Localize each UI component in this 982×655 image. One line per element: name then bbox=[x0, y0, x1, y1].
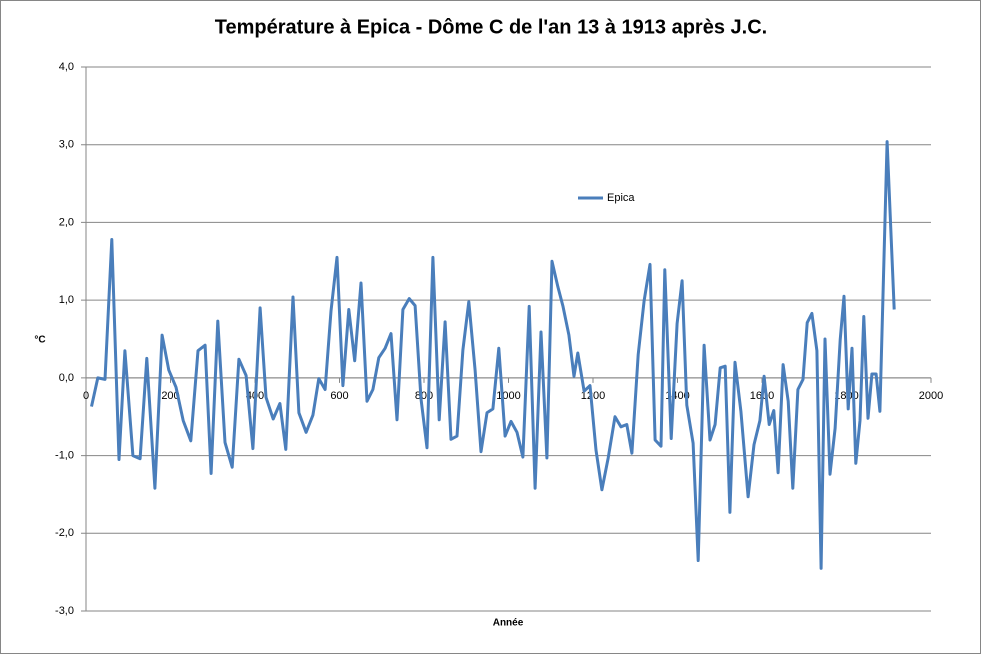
y-tick-label: -2,0 bbox=[55, 527, 74, 539]
y-tick-label: 0,0 bbox=[59, 372, 74, 384]
data-line bbox=[90, 140, 896, 570]
y-axis-label: °C bbox=[34, 335, 45, 346]
y-tick-label: -1,0 bbox=[55, 449, 74, 461]
legend-label: Epica bbox=[607, 192, 635, 204]
y-tick-label: -3,0 bbox=[55, 605, 74, 617]
x-tick-label: 2000 bbox=[919, 390, 943, 402]
y-tick-label: 4,0 bbox=[59, 61, 74, 73]
y-tick-label: 1,0 bbox=[59, 294, 74, 306]
x-tick-label: 0 bbox=[83, 390, 89, 402]
x-tick-label: 800 bbox=[415, 390, 433, 402]
x-axis-label: Année bbox=[493, 618, 524, 629]
y-tick-label: 2,0 bbox=[59, 216, 74, 228]
chart-title: Température à Epica - Dôme C de l'an 13 … bbox=[215, 16, 767, 38]
x-tick-label: 1000 bbox=[496, 390, 520, 402]
x-tick-label: 600 bbox=[330, 390, 348, 402]
x-tick-label: 1400 bbox=[665, 390, 689, 402]
x-tick-label: 200 bbox=[161, 390, 179, 402]
y-tick-label: 3,0 bbox=[59, 139, 74, 151]
x-tick-label: 1200 bbox=[581, 390, 605, 402]
